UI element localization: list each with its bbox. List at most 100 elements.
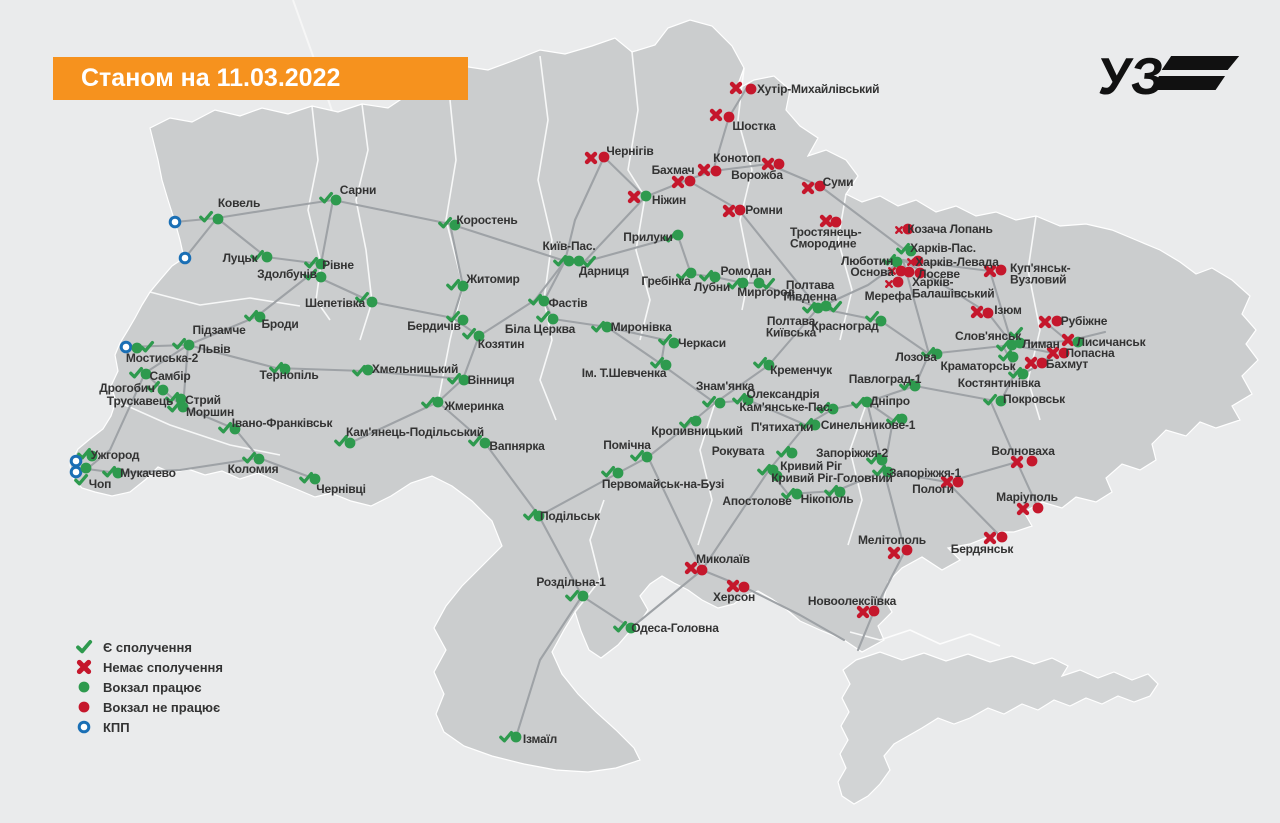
station-closed-dot-icon [1058, 347, 1070, 359]
station-open-dot-icon [261, 251, 273, 263]
country-shape-mainland [69, 19, 1259, 773]
connection-check-icon [757, 463, 772, 476]
station-open-dot-icon [786, 447, 798, 459]
station-closed-dot-icon [745, 83, 757, 95]
city-label: Знам'янка [696, 379, 755, 393]
connection-check-icon [921, 346, 936, 359]
station-closed-dot-icon [914, 267, 926, 279]
connection-check-icon [499, 730, 514, 743]
connection-check-icon [702, 395, 717, 408]
connection-check-icon [899, 378, 914, 391]
station-open-dot-icon [183, 339, 195, 351]
city-label: Вінниця [468, 373, 515, 387]
connection-check-icon [882, 253, 897, 266]
station-open-dot-icon [140, 368, 152, 380]
station-closed-dot-icon [1036, 357, 1048, 369]
connection-check-icon [613, 620, 628, 633]
city-label: Краматорськ [941, 359, 1017, 373]
railway-line [319, 198, 335, 266]
city-label: Лиман [1022, 337, 1059, 351]
city-label: Сарни [340, 183, 376, 197]
oblast-border-line [437, 99, 464, 403]
connection-check-icon [102, 465, 117, 478]
city-label: Гребінка [641, 274, 691, 288]
city-label: Ромни [745, 203, 782, 217]
railway-line [85, 343, 190, 471]
station-closed-dot-icon [1051, 315, 1063, 327]
station-open-dot-icon [861, 396, 873, 408]
railway-line [629, 568, 704, 630]
station-open-dot-icon [510, 731, 522, 743]
connection-check-icon [446, 278, 461, 291]
city-label: Лисичанськ [1077, 335, 1147, 349]
station-open-dot-icon [834, 486, 846, 498]
city-label: Коломия [228, 462, 279, 476]
station-open-dot-icon [875, 315, 887, 327]
no-connection-cross-icon [983, 264, 997, 278]
no-connection-cross-icon [1010, 455, 1024, 469]
railway-line [999, 344, 1017, 403]
station-open-dot-icon [827, 403, 839, 415]
station-closed-dot-icon [903, 266, 915, 278]
city-label: П'ятихатки [751, 420, 813, 434]
station-closed-dot-icon [723, 111, 735, 123]
city-label: Бахмут [1046, 357, 1089, 371]
station-open-dot-icon [905, 245, 917, 257]
connection-check-icon [269, 361, 284, 374]
city-label: Козача Лопань [907, 222, 992, 236]
city-label: Бердянськ [951, 542, 1015, 556]
station-open-dot-icon [809, 419, 821, 431]
no-connection-cross-icon [1038, 315, 1052, 329]
city-label: Полтава [786, 278, 835, 292]
station-closed-dot-icon [1032, 502, 1044, 514]
city-label: Покровськ [1003, 392, 1066, 406]
oblast-border-line [737, 67, 753, 311]
station-open-dot-icon [668, 337, 680, 349]
station-closed-dot-icon [995, 264, 1007, 276]
city-label: Південна [783, 290, 837, 304]
legend-item: Вокзал не працює [74, 697, 223, 717]
station-closed-dot-icon [814, 180, 826, 192]
connection-check-icon [438, 216, 453, 229]
connection-check-icon [77, 447, 92, 460]
connection-check-icon [816, 401, 831, 414]
railway-line [742, 585, 846, 642]
station-open-dot-icon [177, 401, 189, 413]
city-label: Харків- [912, 275, 954, 289]
city-label: Лубни [694, 280, 730, 294]
connection-check-icon [630, 449, 645, 462]
station-open-dot-icon [577, 590, 589, 602]
city-label: Кропивницький [651, 424, 743, 438]
city-label: Новоолексіївка [808, 594, 897, 608]
city-label: Козятин [478, 337, 525, 351]
connection-check-icon [799, 417, 814, 430]
station-open-dot-icon [80, 462, 92, 474]
legend-item-label: Вокзал не працює [103, 699, 221, 715]
legend-item-label: Є сполучення [103, 639, 192, 655]
city-label: Мерефа [865, 289, 912, 303]
station-open-dot-icon [533, 510, 545, 522]
kpp-checkpoint-icon [69, 454, 83, 468]
no-connection-cross-icon [856, 605, 870, 619]
railway-line [309, 272, 481, 338]
station-open-dot-icon [112, 467, 124, 479]
connection-check-icon [761, 277, 776, 290]
oblast-border-line [537, 55, 557, 421]
city-label: Ім. Т.Шевченка [582, 366, 667, 380]
oblast-border-line [355, 103, 373, 341]
legend: Є сполучення Немає сполучення Вокзал працю… [74, 637, 223, 737]
station-closed-dot-icon [912, 255, 924, 267]
city-label: Куп'янськ- [1010, 261, 1071, 275]
connection-check-icon [824, 484, 839, 497]
city-label: Фастів [549, 296, 588, 310]
connection-check-icon [355, 291, 370, 304]
city-label: Смородине [790, 237, 857, 251]
city-label: Ворожба [731, 168, 783, 182]
station-open-dot-icon [625, 622, 637, 634]
city-labels: Ковель Сарни Луцьк Рівне Здолбунів Шепетівка Б… [89, 82, 1147, 746]
connection-check-icon [582, 255, 597, 268]
station-open-dot-icon [820, 300, 832, 312]
station-open-dot-icon [1007, 351, 1019, 363]
